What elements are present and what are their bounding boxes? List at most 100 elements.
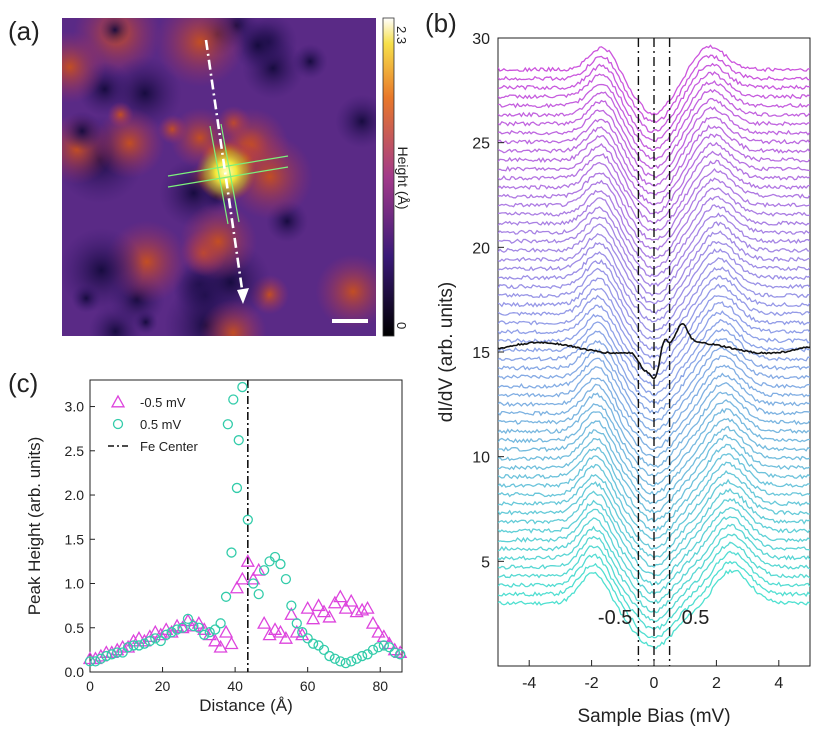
- circle-marker: [346, 656, 357, 667]
- plot-b-xlabel: Sample Bias (mV): [577, 706, 730, 727]
- y-tick-label: 1.5: [65, 531, 85, 547]
- spectrum-line: [498, 62, 810, 133]
- plot-c-ylabel: Peak Height (arb. units): [25, 437, 44, 616]
- triangle-marker: [278, 631, 294, 644]
- spectrum-line: [498, 204, 810, 278]
- plot-c-legend: -0.5 mV 0.5 mV Fe Center: [108, 395, 198, 454]
- triangle-marker: [306, 611, 321, 625]
- circle-marker: [177, 622, 188, 633]
- circle-marker: [378, 640, 390, 651]
- triangle-marker: [257, 615, 272, 629]
- circle-marker: [318, 644, 330, 656]
- circle-marker: [253, 588, 264, 600]
- triangle-marker: [235, 571, 250, 585]
- circle-marker: [389, 647, 400, 658]
- crosshair: [167, 123, 289, 225]
- circle-marker: [233, 435, 244, 446]
- texture-blob: [94, 107, 165, 179]
- triangle-marker: [229, 580, 245, 594]
- circle-marker: [395, 649, 406, 660]
- texture-blob: [335, 94, 376, 149]
- circle-marker: [155, 635, 166, 647]
- texture-blob: [62, 111, 102, 151]
- circle-marker: [171, 624, 183, 635]
- circle-marker: [258, 565, 270, 576]
- scale-bar: [332, 319, 368, 323]
- circle-marker: [351, 653, 362, 664]
- texture-blob: [155, 18, 246, 88]
- circle-marker: [275, 558, 286, 570]
- spectrum-line: [498, 283, 810, 359]
- x-tick-label: 0: [86, 678, 94, 694]
- triangle-marker: [273, 624, 288, 638]
- circle-marker: [329, 653, 341, 664]
- circle-marker: [356, 650, 368, 662]
- triangle-marker: [371, 624, 386, 638]
- fe-adatom-hotspot: [196, 142, 256, 202]
- triangle-marker: [360, 600, 375, 614]
- circle-marker: [128, 640, 139, 651]
- colorbar-max: 2.3: [394, 26, 409, 44]
- circle-marker: [210, 624, 221, 635]
- texture-blob: [107, 101, 134, 128]
- y-tick-label: 15: [472, 345, 490, 362]
- y-tick-label: 0.5: [65, 620, 85, 636]
- peak-height-points: [82, 381, 408, 669]
- triangle-marker: [126, 633, 141, 647]
- circle-marker: [106, 649, 117, 660]
- x-tick-label: 20: [155, 678, 171, 694]
- circle-marker: [112, 647, 123, 658]
- texture-blob: [199, 299, 267, 336]
- triangle-marker: [338, 600, 353, 614]
- colorbar: [382, 17, 395, 337]
- plot-c-axes: 0 20 40 60 80 0.0 0.5 1.0 1.5 2.0 2.5 3.0: [65, 399, 389, 694]
- annotation-pos: 0.5: [682, 607, 710, 629]
- circle-marker: [199, 629, 210, 640]
- circle-marker: [367, 644, 379, 656]
- spectrum-line: [498, 248, 810, 323]
- triangle-marker: [240, 554, 255, 567]
- triangle-marker: [333, 589, 348, 603]
- spectrum-line: [498, 470, 810, 551]
- x-tick-label: 0: [650, 675, 659, 692]
- y-tick-label: 1.0: [65, 576, 85, 592]
- colorbar-label: Height (Å): [395, 146, 411, 209]
- circle-marker: [166, 627, 177, 638]
- circle-marker: [269, 551, 281, 563]
- x-tick-label: 60: [300, 678, 316, 694]
- y-tick-label: 0.0: [65, 664, 85, 680]
- circle-marker: [215, 618, 226, 629]
- circle-marker: [220, 591, 232, 602]
- circle-marker: [204, 627, 215, 638]
- texture-blob: [315, 254, 376, 330]
- triangle-marker: [180, 613, 196, 627]
- triangle-marker: [316, 604, 332, 618]
- triangle-marker: [327, 595, 342, 609]
- triangle-marker: [110, 394, 126, 408]
- x-tick-label: 2: [712, 675, 721, 692]
- circle-marker: [335, 656, 346, 667]
- spectrum-line: [498, 80, 810, 152]
- triangle-marker: [354, 602, 370, 616]
- y-tick-label: 25: [472, 136, 490, 153]
- circle-marker: [133, 640, 145, 651]
- legend-neg-label: -0.5 mV: [140, 395, 186, 410]
- panel-c-label: (c): [8, 368, 38, 398]
- legend-fe-label: Fe Center: [140, 439, 198, 454]
- x-tick-label: -4: [522, 675, 536, 692]
- circle-marker: [222, 419, 234, 430]
- spectrum-line: [498, 167, 810, 241]
- y-tick-label: 30: [472, 31, 490, 48]
- triangle-marker: [311, 598, 326, 612]
- texture-blob: [292, 43, 328, 80]
- triangle-marker: [213, 639, 228, 653]
- triangle-marker: [218, 624, 234, 638]
- y-tick-label: 10: [472, 450, 490, 467]
- triangle-marker: [349, 604, 364, 618]
- triangle-marker: [289, 624, 304, 638]
- plot-b-ylabel: dI/dV (arb. units): [436, 282, 457, 422]
- highlight-spectrum: [498, 322, 810, 381]
- triangle-marker: [344, 593, 359, 607]
- circle-marker: [384, 642, 395, 653]
